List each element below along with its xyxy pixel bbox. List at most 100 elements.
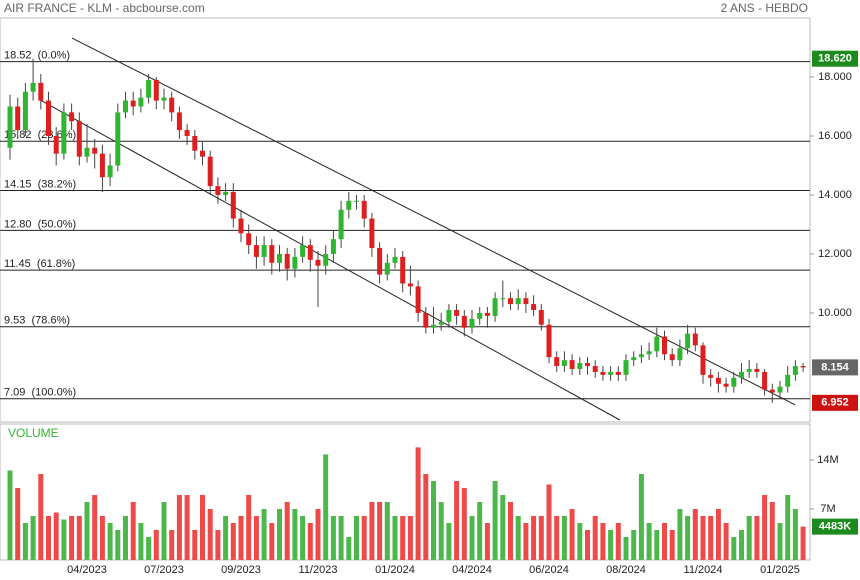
volume-bar — [546, 484, 552, 560]
candle-body — [615, 371, 621, 375]
volume-bar — [92, 495, 98, 560]
candle-body — [646, 351, 652, 355]
fibonacci-label: 12.80 (50.0%) — [4, 218, 76, 230]
volume-bar — [392, 516, 398, 560]
candle-body — [346, 200, 352, 210]
candle-body — [431, 324, 436, 328]
volume-bar — [731, 537, 737, 560]
candle-body — [292, 256, 298, 269]
candle-body — [746, 368, 752, 372]
volume-bar — [762, 495, 768, 560]
volume-bar — [123, 516, 128, 560]
volume-bar — [585, 530, 590, 560]
x-tick-label: 09/2023 — [221, 564, 261, 576]
volume-bar — [377, 502, 383, 560]
candle-body — [692, 333, 698, 346]
candle-body — [754, 368, 760, 372]
x-tick-label: 04/2024 — [452, 564, 492, 576]
volume-bar — [161, 502, 167, 560]
volume-bar — [715, 509, 721, 560]
volume-bar — [107, 523, 113, 560]
candle-body — [315, 259, 321, 266]
y-tick-label: 14.000 — [818, 189, 852, 201]
candle-body — [215, 186, 221, 195]
candle-body — [631, 357, 637, 361]
volume-bar — [238, 516, 244, 560]
volume-bar — [84, 502, 90, 560]
volume-bar — [692, 509, 698, 560]
volume-bar — [38, 474, 44, 560]
volume-bar — [423, 474, 429, 560]
candle-body — [715, 377, 721, 384]
candle-body — [592, 366, 598, 372]
volume-bar — [184, 495, 190, 560]
volume-bar — [99, 516, 105, 560]
volume-bar — [400, 516, 406, 560]
volume-bar — [415, 447, 421, 560]
candle-body — [184, 130, 190, 136]
candle-body — [723, 383, 729, 387]
candle-body — [546, 324, 552, 358]
candle-body — [123, 100, 128, 113]
volume-bar — [508, 502, 513, 560]
candle-body — [423, 312, 429, 328]
candle-body — [230, 192, 236, 219]
candle-body — [739, 371, 744, 378]
candle-body — [477, 312, 483, 319]
candle-body — [531, 304, 537, 310]
candle-body — [61, 112, 67, 154]
y-tick-label: 10.000 — [818, 307, 852, 319]
volume-badge — [812, 518, 858, 535]
volume-bar — [323, 454, 329, 560]
volume-bar — [169, 530, 175, 560]
volume-bar — [269, 523, 275, 560]
volume-bar — [215, 530, 221, 560]
x-tick-label: 04/2023 — [67, 564, 107, 576]
candle-body — [7, 106, 13, 148]
volume-bar — [792, 509, 798, 560]
chart-title: AIR FRANCE - KLM - abcbourse.com — [4, 1, 205, 15]
volume-bar — [669, 530, 675, 560]
candle-body — [338, 209, 344, 240]
candle-body — [354, 200, 359, 202]
volume-bar — [300, 516, 306, 560]
fibonacci-label: 9.53 (78.6%) — [4, 315, 70, 327]
price-badge-label: 18.620 — [818, 53, 852, 65]
candle-body — [762, 371, 768, 390]
candle-body — [515, 298, 521, 305]
volume-bar — [446, 523, 452, 560]
price-badge-label: 6.952 — [821, 397, 849, 409]
candle-body — [200, 150, 205, 157]
volume-bar — [477, 502, 483, 560]
volume-bar — [176, 495, 182, 560]
volume-bar — [700, 516, 706, 560]
candle-body — [38, 82, 44, 101]
candle-body — [76, 121, 82, 157]
trend-line — [39, 99, 621, 421]
volume-bar — [623, 537, 629, 560]
volume-bar — [785, 495, 791, 560]
volume-bar — [369, 502, 375, 560]
volume-bar — [615, 523, 621, 560]
candle-body — [115, 112, 121, 166]
candle-body — [392, 256, 398, 263]
candle-body — [662, 336, 667, 355]
volume-bar — [746, 516, 752, 560]
candle-body — [708, 374, 714, 378]
volume-bar — [739, 530, 744, 560]
volume-bar — [484, 523, 490, 560]
volume-bar — [7, 470, 13, 560]
volume-bar — [200, 495, 205, 560]
volume-bar — [53, 512, 59, 560]
volume-bar — [561, 516, 567, 560]
volume-bar — [492, 481, 498, 560]
candle-body — [700, 345, 706, 375]
volume-bar — [338, 516, 344, 560]
volume-bar — [15, 488, 21, 560]
volume-bar — [384, 502, 390, 560]
volume-bar — [531, 516, 537, 560]
volume-bar — [454, 481, 460, 560]
volume-bar — [153, 530, 159, 560]
candle-body — [638, 354, 644, 358]
candle-body — [176, 112, 182, 131]
